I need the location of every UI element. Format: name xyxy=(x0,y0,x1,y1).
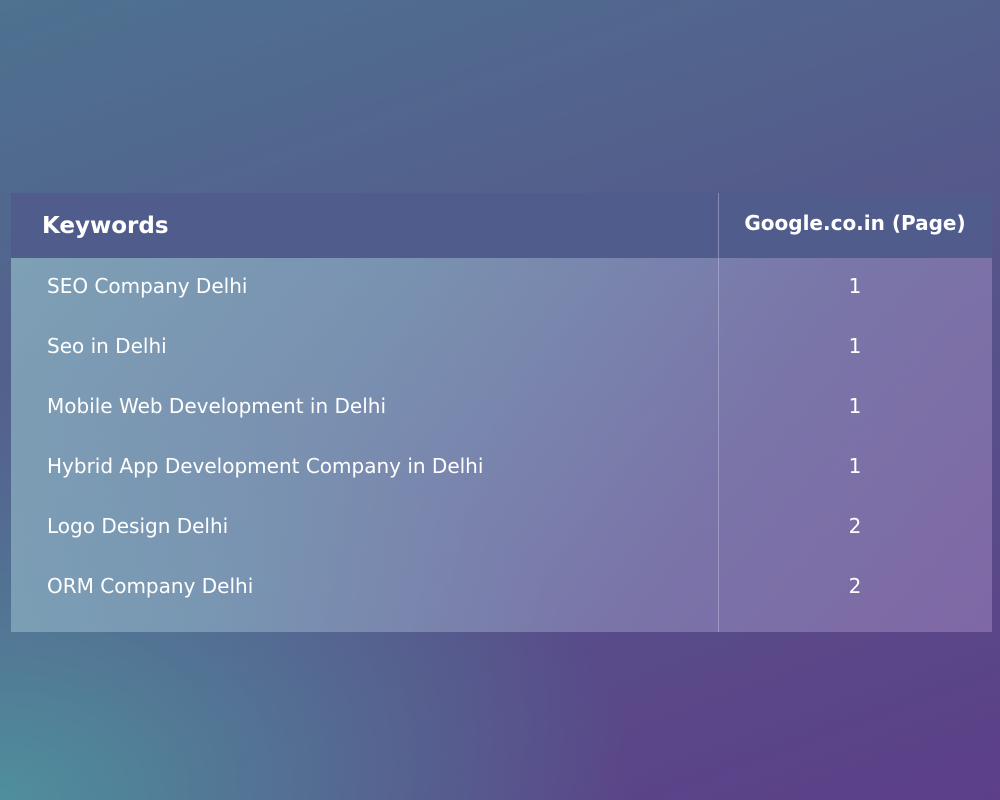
keyword-ranking-table: Keywords Google.co.in (Page) SEO Company… xyxy=(11,193,992,632)
column-divider xyxy=(718,193,719,632)
row-keyword: ORM Company Delhi xyxy=(47,574,254,598)
row-page: 1 xyxy=(848,274,862,298)
table-row: Mobile Web Development in Delhi 1 xyxy=(11,378,992,438)
row-page: 1 xyxy=(848,394,862,418)
row-keyword: Mobile Web Development in Delhi xyxy=(47,394,387,418)
row-keyword: Hybrid App Development Company in Delhi xyxy=(47,454,484,478)
row-page: 1 xyxy=(848,334,862,358)
row-keyword: SEO Company Delhi xyxy=(47,274,248,298)
header-keywords: Keywords xyxy=(42,213,169,239)
row-page: 2 xyxy=(848,514,862,538)
table-row: Hybrid App Development Company in Delhi … xyxy=(11,438,992,498)
table-row: Logo Design Delhi 2 xyxy=(11,498,992,558)
table-body: SEO Company Delhi 1 Seo in Delhi 1 Mobil… xyxy=(11,258,992,632)
row-page: 1 xyxy=(848,454,862,478)
table-row: Seo in Delhi 1 xyxy=(11,318,992,378)
table-row: ORM Company Delhi 2 xyxy=(11,558,992,618)
row-keyword: Seo in Delhi xyxy=(47,334,167,358)
row-page: 2 xyxy=(848,574,862,598)
table-row: SEO Company Delhi 1 xyxy=(11,258,992,318)
table-header: Keywords Google.co.in (Page) xyxy=(11,193,992,258)
header-google-page: Google.co.in (Page) xyxy=(744,211,966,235)
row-keyword: Logo Design Delhi xyxy=(47,514,229,538)
